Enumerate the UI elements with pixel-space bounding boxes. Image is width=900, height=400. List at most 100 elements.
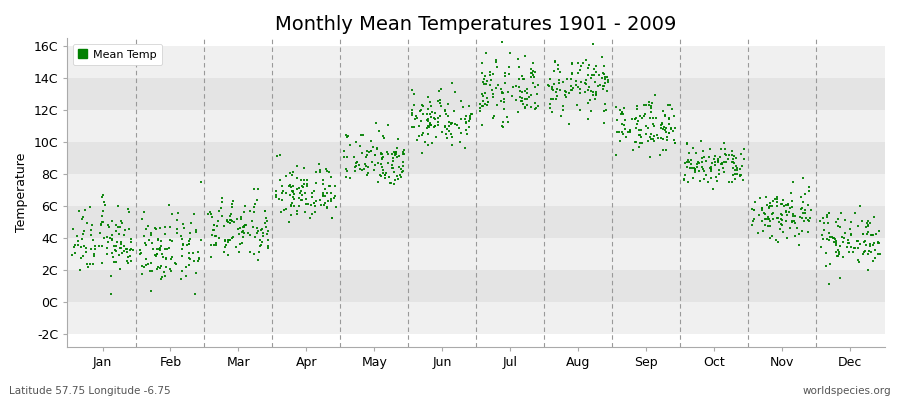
Point (518, 87, 533, 94)
Point (680, 141, 694, 147)
Point (316, 193, 330, 199)
Point (139, 226, 153, 232)
Point (120, 249, 134, 256)
Point (814, 243, 828, 250)
Point (204, 232, 219, 238)
Point (109, 228, 123, 234)
Point (680, 158, 694, 165)
Point (392, 136, 406, 142)
Point (343, 142, 357, 148)
Point (639, 123, 653, 129)
Title: Monthly Mean Temperatures 1901 - 2009: Monthly Mean Temperatures 1901 - 2009 (275, 15, 677, 34)
Point (571, 60, 585, 66)
Point (432, 88, 446, 94)
Point (364, 148, 378, 154)
Point (589, 63, 603, 69)
Point (667, 137, 681, 144)
Legend: Mean Temp: Mean Temp (73, 44, 162, 65)
Point (790, 225, 805, 231)
Point (417, 102, 431, 109)
Point (474, 60, 489, 66)
Point (748, 199, 762, 206)
Point (362, 149, 376, 155)
Point (831, 223, 845, 230)
Point (359, 172, 374, 178)
Point (578, 88, 592, 95)
Point (599, 74, 614, 80)
Point (668, 140, 682, 146)
Point (284, 192, 298, 198)
Point (695, 159, 709, 166)
Point (113, 218, 128, 224)
Point (238, 222, 253, 228)
Point (305, 210, 320, 217)
Point (704, 166, 718, 172)
Point (191, 249, 205, 255)
Point (445, 141, 459, 148)
Point (491, 64, 505, 71)
Point (658, 112, 672, 119)
Point (822, 229, 836, 236)
Point (207, 222, 221, 228)
Point (518, 105, 533, 112)
Point (389, 148, 403, 155)
Point (543, 105, 557, 111)
Point (134, 250, 148, 256)
Point (555, 79, 570, 85)
Point (284, 187, 299, 194)
Point (145, 268, 159, 274)
Point (310, 169, 324, 175)
Point (718, 151, 733, 157)
Point (378, 175, 392, 181)
Point (339, 168, 354, 174)
Point (752, 212, 766, 219)
Point (515, 88, 529, 95)
Point (458, 120, 473, 126)
Point (788, 233, 802, 239)
Point (101, 239, 115, 246)
Point (416, 111, 430, 117)
Point (176, 242, 191, 248)
Point (629, 103, 643, 109)
Point (223, 210, 238, 217)
Point (545, 109, 560, 115)
Point (234, 216, 248, 222)
Point (477, 76, 491, 82)
Point (307, 200, 321, 206)
Point (583, 108, 598, 114)
Point (274, 208, 288, 215)
Point (695, 164, 709, 170)
Point (149, 266, 164, 272)
Point (598, 101, 613, 107)
Point (712, 167, 726, 173)
Point (284, 202, 298, 209)
Point (375, 154, 390, 160)
Point (382, 179, 397, 186)
Point (366, 167, 381, 173)
Point (349, 159, 364, 165)
Point (303, 214, 318, 221)
Point (139, 256, 153, 262)
Point (596, 83, 610, 90)
Point (297, 181, 311, 188)
Point (463, 124, 477, 130)
Point (615, 128, 629, 135)
Point (237, 209, 251, 215)
Point (367, 152, 382, 158)
Point (420, 117, 435, 123)
Point (762, 222, 777, 229)
Point (74, 244, 88, 250)
Point (385, 165, 400, 171)
Point (667, 113, 681, 120)
Point (448, 121, 463, 128)
Point (802, 188, 816, 194)
Point (725, 158, 740, 165)
Point (576, 60, 590, 66)
Point (260, 237, 274, 243)
Bar (68, 270, 885, 302)
Point (733, 171, 747, 178)
Point (597, 120, 611, 126)
Point (802, 184, 816, 190)
Point (573, 79, 588, 86)
Point (587, 66, 601, 73)
